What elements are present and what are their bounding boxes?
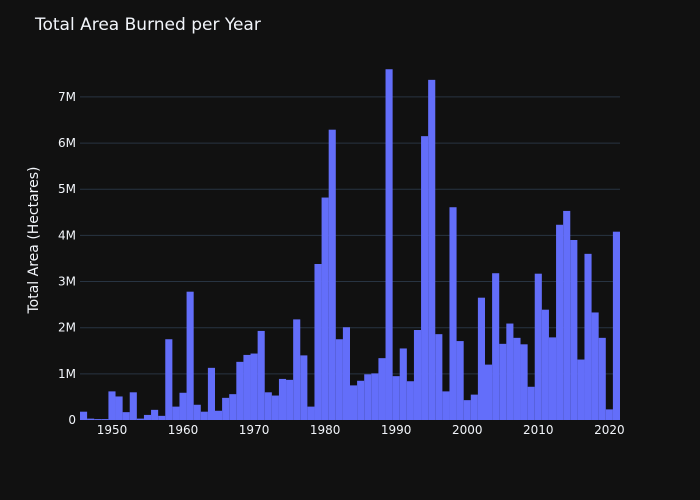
bar [264,392,272,420]
bar [413,330,422,420]
bars [80,69,620,420]
bar [371,373,379,420]
bar [548,337,557,420]
bar [563,210,571,420]
bar [428,79,436,420]
bar [314,264,322,420]
bar [470,394,478,420]
bar [527,386,535,420]
bar [435,334,443,420]
bar [229,394,237,420]
bar [271,395,279,420]
x-tick-label: 2020 [594,423,625,437]
grid-lines [80,96,620,375]
bar [200,411,208,420]
bar [307,406,315,420]
bar [143,414,152,420]
bar [250,353,258,420]
bar [598,337,606,420]
bar [278,378,287,420]
bar [179,392,187,420]
bar [342,327,350,420]
bar [293,319,301,420]
bar [378,358,386,420]
bar [207,367,215,420]
bar [385,69,393,420]
bar [541,309,549,420]
bar [520,344,528,420]
bar [158,415,166,420]
bar [222,397,230,420]
bar [463,400,471,420]
bar [584,253,592,420]
x-tick-label: 1950 [97,423,128,437]
bar [534,273,542,420]
bar [87,418,95,420]
y-tick-label: 6M [58,136,76,150]
bar [591,312,599,420]
bar [328,129,336,420]
bar [421,136,429,420]
chart-title: Total Area Burned per Year [34,15,261,35]
bar [243,354,251,420]
y-tick-label: 7M [58,90,76,104]
bar [108,391,116,420]
bar [186,291,194,420]
bar [605,409,613,420]
bar [172,406,180,420]
bar [399,348,407,420]
x-tick-label: 2010 [523,423,554,437]
bar [257,330,265,420]
bar [456,341,464,420]
bar [335,339,343,420]
bar [122,412,130,420]
bar [215,410,223,420]
bar [94,419,102,420]
x-tick-label: 2000 [452,423,483,437]
bar [129,392,137,420]
x-tick-label: 1990 [381,423,412,437]
y-tick-label: 3M [58,275,76,289]
bar [350,385,358,420]
bar [492,273,500,420]
y-axis-label: Total Area (Hectares) [26,167,42,315]
bar [477,297,485,420]
bar [449,207,457,420]
bar [165,339,173,420]
bar [513,337,521,420]
bar [286,379,294,420]
bar [151,409,159,420]
bar [442,391,450,420]
bar [101,419,109,420]
bar [115,396,123,420]
x-axis-ticks: 1950 1960 1970 1980 1990 2000 2010 2020 [97,423,625,437]
bar [364,374,372,420]
bar [357,380,365,420]
bar [300,355,308,420]
bar [556,224,564,420]
x-tick-label: 1960 [168,423,199,437]
y-tick-label: 2M [58,321,76,335]
bar [392,376,400,420]
y-tick-label: 1M [58,367,76,381]
bar [499,343,507,420]
bar [485,364,493,420]
y-tick-label: 4M [58,228,76,242]
bar [236,361,244,420]
y-tick-label: 5M [58,182,76,196]
bar [80,411,88,420]
bar [321,197,329,420]
bar [136,418,144,420]
x-tick-label: 1970 [239,423,270,437]
bar [193,404,201,420]
y-tick-label: 0 [68,413,76,427]
bar [570,240,578,420]
y-axis-ticks: 0 1M 2M 3M 4M 5M 6M 7M [58,90,76,427]
bar [612,231,620,420]
bar [406,381,414,420]
bar [506,323,514,420]
bar [577,359,585,420]
x-tick-label: 1980 [310,423,341,437]
